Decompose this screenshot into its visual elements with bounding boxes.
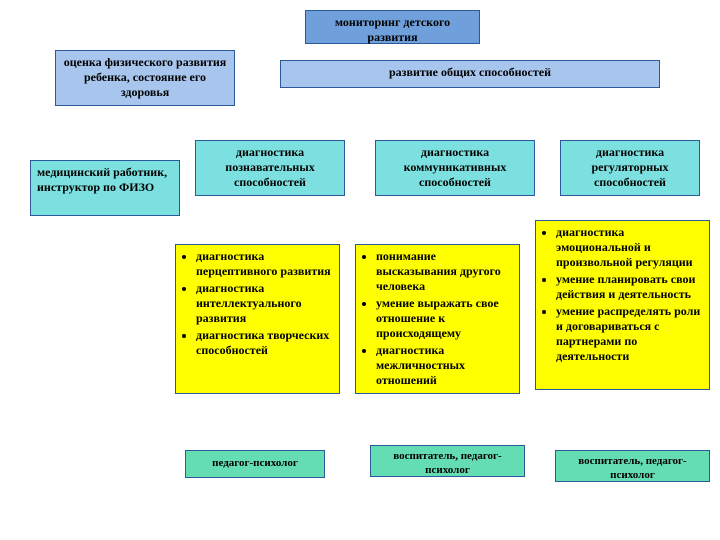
physical-dev-box: оценка физического развития ребенка, сос… [55, 50, 235, 106]
list-item: понимание высказывания другого человека [376, 249, 513, 294]
regulatory-details-box: диагностика эмоциональной и произвольной… [535, 220, 710, 390]
list-item: умение распределять роли и договариватьс… [556, 304, 703, 364]
list-item: диагностика творческих способностей [196, 328, 333, 358]
communicative-details-box: понимание высказывания другого человека … [355, 244, 520, 394]
list-item: умение выражать свое отношение к происхо… [376, 296, 513, 341]
title-box: мониторинг детского развития [305, 10, 480, 44]
general-abilities-box: развитие общих способностей [280, 60, 660, 88]
med-worker-box: медицинский работник, инструктор по ФИЗО [30, 160, 180, 216]
list-item: умение планировать свои действия и деяте… [556, 272, 703, 302]
footer-a-box: педагог-психолог [185, 450, 325, 478]
regulatory-details-list: диагностика эмоциональной и произвольной… [542, 225, 703, 364]
footer-b-box: воспитатель, педагог-психолог [370, 445, 525, 477]
cognitive-details-box: диагностика перцептивного развития диагн… [175, 244, 340, 394]
cognitive-details-list: диагностика перцептивного развития диагн… [182, 249, 333, 358]
communicative-diag-box: диагностика коммуникативных способностей [375, 140, 535, 196]
list-item: диагностика перцептивного развития [196, 249, 333, 279]
list-item: диагностика межличностных отношений [376, 343, 513, 388]
communicative-details-list: понимание высказывания другого человека … [362, 249, 513, 388]
list-item: диагностика интеллектуального развития [196, 281, 333, 326]
footer-c-box: воспитатель, педагог-психолог [555, 450, 710, 482]
regulatory-diag-box: диагностика регуляторных способностей [560, 140, 700, 196]
cognitive-diag-box: диагностика познавательных способностей [195, 140, 345, 196]
list-item: диагностика эмоциональной и произвольной… [556, 225, 703, 270]
